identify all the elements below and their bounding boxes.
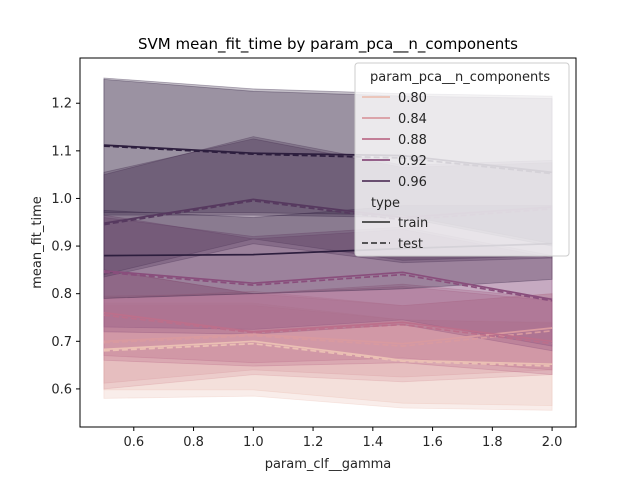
legend-hue-title: param_pca__n_components	[370, 70, 550, 85]
legend-label: 0.88	[398, 133, 427, 148]
y-tick-label: 1.0	[51, 192, 72, 207]
y-tick-label: 0.9	[51, 240, 72, 255]
legend-entry-088: 0.88	[362, 133, 427, 148]
legend-entry-096: 0.96	[362, 175, 427, 190]
x-tick-label: 1.8	[482, 435, 503, 450]
legend-label: 0.80	[398, 91, 427, 106]
legend-style-title: type	[371, 196, 400, 211]
x-tick-label: 1.0	[243, 435, 264, 450]
x-tick-label: 0.6	[123, 435, 144, 450]
y-tick-label: 0.6	[51, 382, 72, 397]
y-tick-label: 0.8	[51, 287, 72, 302]
legend-hue-entries: 0.80 0.84 0.88 0.92 0.96	[362, 91, 427, 190]
legend-label-test: test	[398, 237, 423, 252]
legend-entry-train: train	[362, 216, 428, 231]
x-tick-label: 1.2	[303, 435, 324, 450]
ci-band-084-test-3	[103, 293, 553, 390]
legend-entry-080: 0.80	[362, 91, 427, 106]
series-line-092-test-7	[103, 271, 553, 302]
y-axis-label: mean_fit_time	[30, 196, 45, 289]
legend-box	[354, 62, 570, 257]
y-axis-ticks: 0.6 0.7 0.8 0.9 1.0 1.1 1.2	[51, 97, 80, 397]
series-line-080-train-0	[103, 340, 553, 366]
legend-label: 0.92	[398, 154, 427, 169]
ci-band-084-train-2	[103, 290, 553, 384]
y-tick-label: 1.2	[51, 97, 72, 112]
legend-label: 0.96	[398, 175, 427, 190]
ci-band-088-test-5	[103, 269, 553, 376]
x-tick-label: 1.4	[362, 435, 383, 450]
legend-label-train: train	[398, 216, 428, 231]
x-tick-label: 2.0	[542, 435, 563, 450]
x-tick-label: 0.8	[183, 435, 204, 450]
series-line-084-test-3	[103, 329, 553, 347]
legend-entry-084: 0.84	[362, 112, 427, 127]
chart-title: SVM mean_fit_time by param_pca__n_compon…	[138, 35, 518, 54]
series-line-088-train-4	[103, 311, 553, 343]
x-axis-ticks: 0.6 0.8 1.0 1.2 1.4 1.6 1.8 2.0	[123, 427, 562, 450]
series-line-084-train-2	[103, 327, 553, 345]
y-tick-label: 0.7	[51, 335, 72, 350]
legend-entry-test: test	[362, 237, 423, 252]
series-line-092-train-6	[103, 269, 553, 301]
y-tick-label: 1.1	[51, 144, 72, 159]
legend: param_pca__n_components 0.80 0.84 0.88 0.92…	[354, 62, 570, 257]
legend-entry-092: 0.92	[362, 154, 427, 169]
series-line-080-test-1	[103, 342, 553, 367]
legend-label: 0.84	[398, 112, 427, 127]
x-axis-label: param_clf__gamma	[265, 457, 392, 472]
x-tick-label: 1.6	[422, 435, 443, 450]
ci-band-080-test-1	[103, 305, 553, 411]
series-line-088-test-5	[103, 314, 553, 345]
series-line-096-test-9	[103, 199, 553, 226]
plot-frame	[79, 57, 577, 428]
